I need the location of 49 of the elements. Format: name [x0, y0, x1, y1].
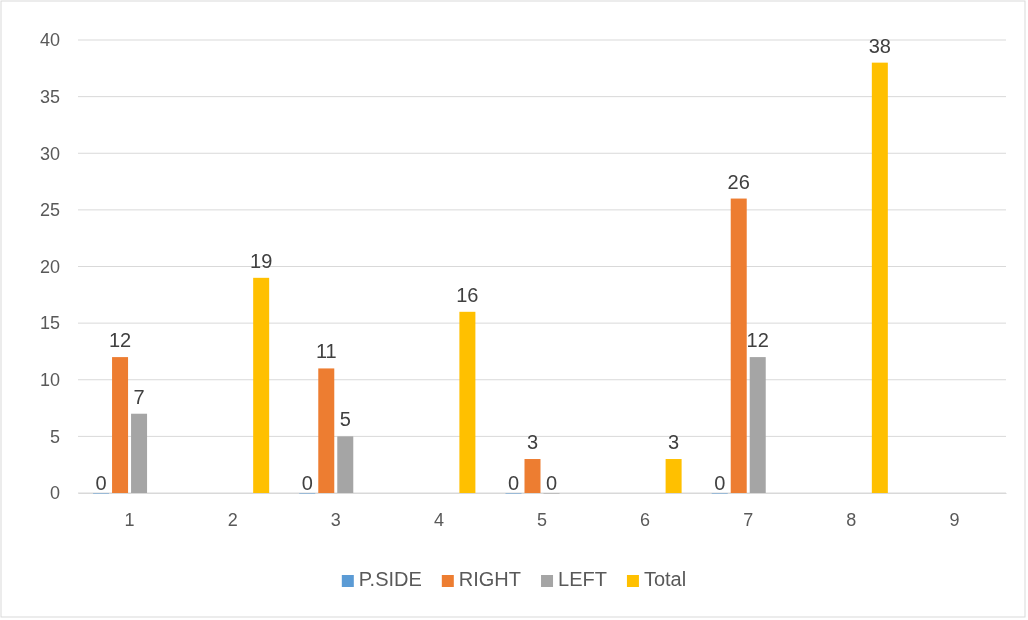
- legend-label: RIGHT: [458, 568, 522, 590]
- data-label: 16: [456, 283, 479, 306]
- data-label: 0: [301, 472, 313, 494]
- data-label: 11: [315, 340, 337, 363]
- data-label: 0: [95, 472, 107, 494]
- y-tick-label: 35: [39, 86, 60, 107]
- legend-label: Total: [643, 568, 687, 590]
- x-tick-label: 4: [433, 509, 444, 530]
- x-tick-label: 9: [949, 509, 960, 530]
- bar: [730, 198, 747, 493]
- data-label: 3: [668, 431, 680, 454]
- bar: [749, 357, 766, 493]
- bar: [112, 357, 129, 493]
- y-tick-label: 15: [39, 313, 60, 334]
- bar: [253, 277, 270, 493]
- data-label: 38: [868, 34, 891, 57]
- x-tick-label: 8: [846, 509, 857, 530]
- y-tick-label: 5: [49, 426, 60, 447]
- y-tick-label: 25: [39, 200, 60, 221]
- legend-label: P.SIDE: [358, 568, 422, 590]
- bar: [337, 436, 354, 493]
- legend-label: LEFT: [558, 568, 607, 590]
- data-label: 19: [250, 249, 273, 272]
- bar: [318, 368, 335, 493]
- data-label: 0: [507, 472, 520, 494]
- bar: [524, 459, 541, 493]
- y-tick-label: 40: [39, 30, 60, 51]
- y-tick-label: 0: [49, 483, 60, 504]
- x-tick-label: 2: [227, 509, 238, 530]
- x-tick-label: 3: [330, 509, 341, 530]
- bar: [665, 459, 682, 493]
- data-label: 3: [526, 431, 539, 454]
- data-label: 26: [727, 170, 750, 193]
- bar: [459, 311, 476, 493]
- x-tick-label: 7: [743, 509, 754, 530]
- x-tick-label: 1: [124, 509, 135, 530]
- data-label: 0: [545, 472, 558, 494]
- data-label: 0: [714, 472, 726, 494]
- x-tick-label: 5: [536, 509, 548, 530]
- data-label: 5: [339, 408, 351, 431]
- x-tick-label: 6: [640, 509, 651, 530]
- y-tick-label: 10: [39, 370, 60, 391]
- y-tick-label: 30: [39, 143, 60, 164]
- data-label: 12: [108, 329, 132, 352]
- data-label: 7: [133, 385, 145, 408]
- y-tick-label: 20: [39, 256, 60, 277]
- bar: [871, 62, 888, 493]
- data-label: 12: [746, 329, 769, 352]
- bar: [131, 413, 148, 493]
